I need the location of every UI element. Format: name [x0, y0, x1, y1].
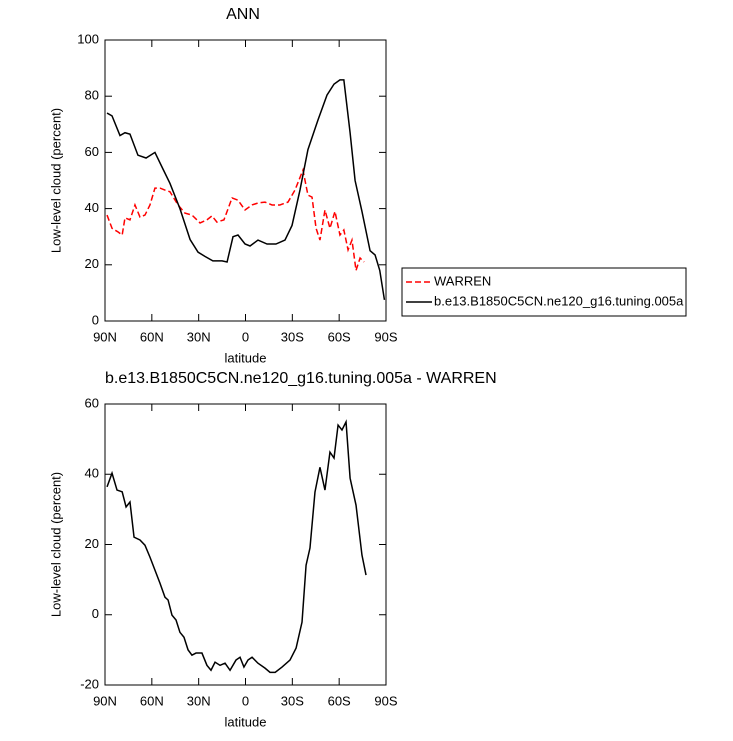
x-tick-label: 30S	[281, 693, 304, 708]
x-axis-label: latitude	[225, 350, 267, 365]
y-tick-label: 60	[85, 395, 99, 410]
x-tick-label: 90S	[374, 329, 397, 344]
y-tick-label: 20	[85, 256, 99, 271]
x-tick-label: 30S	[281, 329, 304, 344]
x-axis-label: latitude	[225, 714, 267, 729]
plot-frame	[104, 403, 387, 686]
x-tick-label: 60N	[140, 329, 164, 344]
y-tick-label: 40	[85, 200, 99, 215]
y-tick-label: 60	[85, 144, 99, 159]
x-tick-label: 60S	[328, 693, 351, 708]
legend-label: b.e13.B1850C5CN.ne120_g16.tuning.005a	[434, 293, 684, 308]
chart-title: b.e13.B1850C5CN.ne120_g16.tuning.005a - …	[105, 370, 497, 387]
x-tick-label: 60N	[140, 693, 164, 708]
x-tick-label: 30N	[187, 329, 211, 344]
series-line	[106, 419, 367, 674]
y-axis-label: Low-level cloud (percent)	[48, 108, 63, 253]
x-tick-label: 90N	[93, 329, 117, 344]
series-line	[106, 79, 386, 301]
y-tick-label: 100	[77, 31, 99, 46]
chart-title: ANN	[226, 6, 260, 23]
y-axis-label: Low-level cloud (percent)	[48, 472, 63, 617]
x-tick-label: 0	[242, 693, 249, 708]
legend-label: WARREN	[434, 273, 491, 288]
y-tick-label: 0	[92, 312, 99, 327]
x-tick-label: 90S	[374, 693, 397, 708]
legend-box	[401, 267, 687, 317]
x-tick-label: 60S	[328, 329, 351, 344]
y-tick-label: 0	[92, 606, 99, 621]
series-line	[106, 167, 365, 271]
y-tick-label: 20	[85, 536, 99, 551]
y-tick-label: -20	[80, 676, 99, 691]
y-tick-label: 80	[85, 88, 99, 103]
x-tick-label: 90N	[93, 693, 117, 708]
y-tick-label: 40	[85, 466, 99, 481]
x-tick-label: 30N	[187, 693, 211, 708]
x-tick-label: 0	[242, 329, 249, 344]
